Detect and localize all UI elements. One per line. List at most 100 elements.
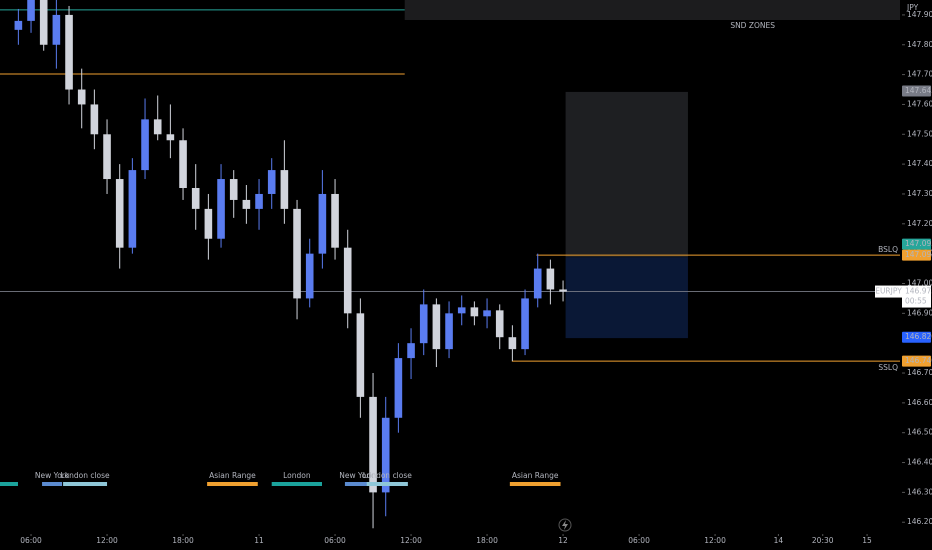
candle-body xyxy=(305,253,314,299)
candle-body xyxy=(457,307,466,314)
x-tick-label: 11 xyxy=(254,536,264,545)
price-tag-label: 146.820 xyxy=(905,332,932,341)
level-label: SSLQ xyxy=(878,363,898,372)
price-tag xyxy=(902,85,931,97)
candle-body xyxy=(14,20,23,30)
currency-label: JPY xyxy=(906,3,919,12)
candle-body xyxy=(419,304,428,344)
x-tick-label: 12:00 xyxy=(400,536,422,545)
y-tick-label: 147.400 xyxy=(907,159,932,168)
x-tick-label: 14 xyxy=(774,536,784,545)
candle-body xyxy=(470,307,479,317)
candle-body xyxy=(559,289,567,292)
y-tick-label: 146.900 xyxy=(907,308,932,317)
candle-body xyxy=(508,337,517,350)
session-bar xyxy=(0,482,18,486)
price-tag xyxy=(902,238,931,250)
y-tick-label: 146.400 xyxy=(907,458,932,467)
candle-body xyxy=(369,396,377,493)
candle-body xyxy=(229,179,238,200)
candle-body xyxy=(483,310,491,317)
candle-body xyxy=(343,247,352,314)
x-tick-label: 12:00 xyxy=(704,536,726,545)
countdown: 00:55 xyxy=(905,297,927,306)
candle-body xyxy=(407,343,415,359)
candle-body xyxy=(356,313,365,397)
session-label: London close xyxy=(60,471,110,480)
x-tick-label: 18:00 xyxy=(172,536,194,545)
price-tag-label: 146.740 xyxy=(905,356,932,365)
candle-body xyxy=(103,134,111,180)
axes: 147.900 147.800 147.700 147.600 147.500 147.4… xyxy=(20,10,932,545)
candle-body xyxy=(90,104,99,135)
y-tick-label: 147.800 xyxy=(907,40,932,49)
candle-body xyxy=(318,193,327,254)
x-tick-label: 12 xyxy=(558,536,568,545)
level-label: BSLQ xyxy=(878,245,898,254)
price-tag xyxy=(902,249,931,261)
x-tick-label: 06:00 xyxy=(628,536,650,545)
x-tick-label: 15 xyxy=(862,536,872,545)
y-tick-label: 146.700 xyxy=(907,368,932,377)
candle-body xyxy=(204,208,213,239)
zone xyxy=(565,91,688,258)
y-tick-label: 146.600 xyxy=(907,398,932,407)
session-label: New York xyxy=(35,471,70,480)
candle-body xyxy=(293,208,301,299)
price-tag-label: 147.645 xyxy=(905,86,932,95)
candle-body xyxy=(52,14,61,45)
zone xyxy=(565,257,688,339)
session-label: London close xyxy=(363,471,413,480)
candle-body xyxy=(255,193,263,209)
x-tick-label: 18:00 xyxy=(476,536,498,545)
candle-body xyxy=(394,358,403,418)
last-price-tag xyxy=(902,285,931,308)
y-tick-label: 146.200 xyxy=(907,517,932,526)
candle-body xyxy=(242,199,251,209)
x-tick-label: 12:00 xyxy=(96,536,118,545)
price-axis xyxy=(902,0,932,550)
candle-body xyxy=(39,0,48,45)
candle-body xyxy=(115,179,124,248)
candle-body xyxy=(128,170,137,248)
session-label: Asian Range xyxy=(512,471,559,480)
levels: BSLQ SSLQ xyxy=(0,9,902,372)
y-tick-label: 147.600 xyxy=(907,99,932,108)
symbol-label: EURJPY xyxy=(875,287,902,296)
price-tag xyxy=(902,331,931,343)
zones: SND ZONES xyxy=(404,0,900,339)
x-tick-label: 20:30 xyxy=(812,536,834,545)
candle-body xyxy=(533,268,542,299)
candle-body xyxy=(77,89,86,105)
candle-body xyxy=(331,193,339,248)
price-tag-label: 147.095 xyxy=(905,250,932,259)
session-bar xyxy=(42,482,63,486)
candle-body xyxy=(153,119,162,135)
candle-body xyxy=(217,179,225,239)
candle-body xyxy=(179,140,187,189)
candle-body xyxy=(280,170,289,209)
zone xyxy=(404,0,900,20)
candle-body xyxy=(432,304,441,350)
y-tick-label: 147.900 xyxy=(907,10,932,19)
price-tag xyxy=(902,355,931,367)
candle-body xyxy=(27,0,35,21)
zone-label: SND ZONES xyxy=(730,21,775,30)
session-bar xyxy=(207,482,258,486)
symbol-tag xyxy=(875,285,902,298)
price-tag-label: 147.095 xyxy=(905,239,932,248)
candle-body xyxy=(521,298,529,350)
candle-body xyxy=(495,310,504,338)
session-label: New York xyxy=(339,471,374,480)
x-tick-label: 06:00 xyxy=(324,536,346,545)
y-tick-label: 147.200 xyxy=(907,219,932,228)
candle-body xyxy=(166,134,175,141)
replay-icon[interactable] xyxy=(558,518,572,532)
y-tick-label: 146.500 xyxy=(907,428,932,437)
candle-body xyxy=(267,170,276,194)
y-tick-label: 147.700 xyxy=(907,70,932,79)
x-tick-label: 06:00 xyxy=(20,536,42,545)
session-label: Asian Range xyxy=(209,471,256,480)
